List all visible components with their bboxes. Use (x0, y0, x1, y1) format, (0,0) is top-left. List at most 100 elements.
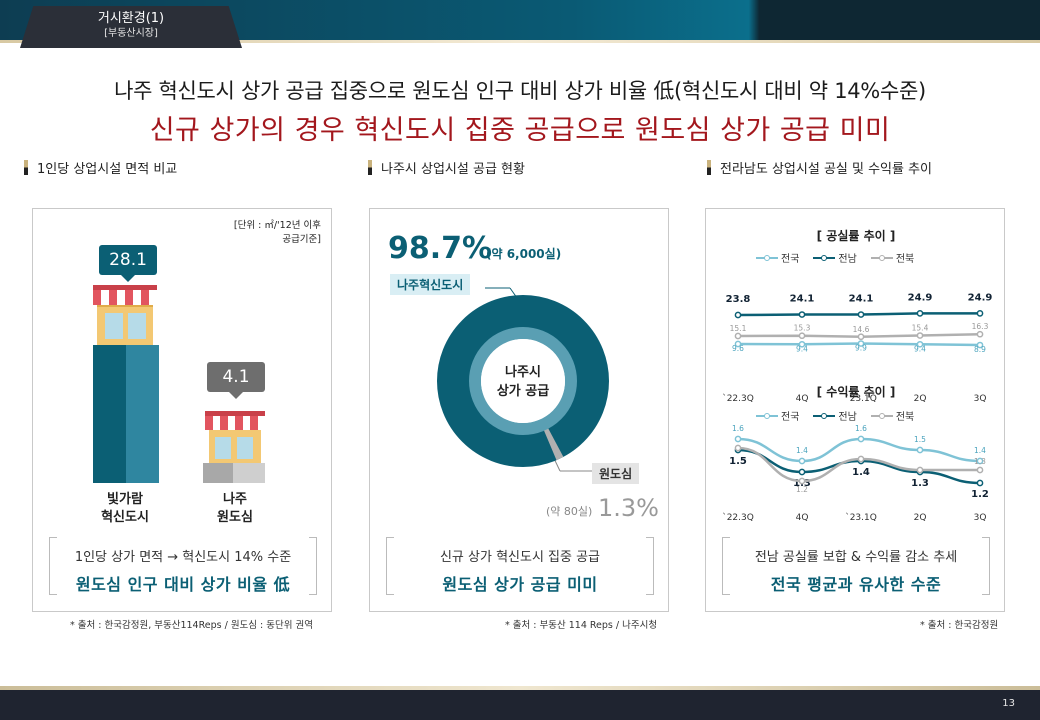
page-number: 13 (1002, 698, 1015, 709)
x-tick-label: 2Q (914, 513, 927, 523)
bar-label-line1: 나주 (223, 492, 247, 507)
legend-label: 전북 (895, 412, 915, 423)
series-point (976, 341, 984, 349)
conclusion-line2: 전국 평균과 유사한 수준 (770, 575, 942, 594)
series-point (976, 466, 984, 474)
series-point (798, 340, 806, 348)
data-label: 15.1 (730, 324, 747, 333)
section-title-text: 나주시 상업시설 공급 현황 (381, 162, 525, 177)
donut-chart (437, 287, 609, 472)
data-label: 24.1 (849, 294, 874, 305)
vacancy-legend: 전국 전남 전북 (756, 250, 914, 265)
section-title-text: 전라남도 상업시설 공실 및 수익률 추이 (720, 162, 933, 177)
panel-vacancy-yield: [ 공실률 추이 ] 전국 전남 전북 `22.3Q 4Q `23.1Q 2Q 3Q 9.… (705, 208, 1005, 612)
section-marker-icon (707, 160, 711, 175)
data-label: 9.4 (796, 344, 808, 353)
donut-inner-ring (469, 327, 577, 435)
series-point (916, 466, 924, 474)
panel-area-comparison: [단위 : ㎡/'12년 이후 공급기준] 28.1 4.1 (32, 208, 332, 612)
donut-segment-old-downtown (437, 295, 609, 467)
conclusion-line1: 전남 공실률 보합 & 수익률 감소 추세 (754, 550, 958, 565)
section-tab-title: 거시환경(1) (97, 11, 165, 26)
yield-chart-title: [ 수익률 추이 ] (816, 385, 896, 399)
series-point (798, 332, 806, 340)
data-label: 24.1 (790, 294, 815, 305)
conclusion-box: 전남 공실률 보합 & 수익률 감소 추세 전국 평균과 유사한 수준 (722, 537, 990, 595)
data-label: 1.3 (911, 478, 929, 489)
legend-item: 전남 (813, 408, 857, 423)
series-point (976, 457, 984, 465)
conclusion-line1: 신규 상가 혁신도시 집중 공급 (439, 550, 601, 565)
bracket-right (982, 537, 990, 595)
yield-legend: 전국 전남 전북 (756, 408, 914, 423)
series-point (734, 332, 742, 340)
data-label: 24.9 (968, 292, 993, 303)
series-point (798, 311, 806, 318)
data-label: 1.3 (974, 457, 986, 466)
series-point (798, 477, 806, 485)
headline-summary: 나주 혁신도시 상가 공급 집중으로 원도심 인구 대비 상가 비율 低(혁신도… (114, 79, 926, 103)
conclusion-line2: 원도심 인구 대비 상가 비율 低 (75, 575, 291, 594)
series-point (857, 333, 865, 341)
bracket-left (722, 537, 730, 595)
value-bubble-old-downtown: 4.1 (207, 362, 265, 399)
shop-icon (93, 285, 157, 345)
series-point (798, 468, 806, 476)
conclusion-line2: 원도심 상가 공급 미미 (442, 575, 598, 594)
conclusion-box: 신규 상가 혁신도시 집중 공급 원도심 상가 공급 미미 (386, 537, 654, 595)
small-percentage: 1.3% (598, 494, 659, 522)
bottom-bar: 13 (0, 690, 1040, 720)
big-percentage-sub: (약 6,000실) (486, 247, 562, 261)
conclusion-box: 1인당 상가 면적 → 혁신도시 14% 수준 원도심 인구 대비 상가 비율 … (49, 537, 317, 595)
series-point (857, 311, 865, 318)
unit-note-line2: 공급기준] (282, 234, 321, 245)
data-label: 1.2 (796, 485, 808, 494)
legend-label: 전남 (838, 254, 857, 265)
series-point (916, 446, 924, 454)
data-label: 15.4 (912, 324, 929, 333)
series-point (916, 309, 924, 317)
series-point (734, 444, 742, 452)
bar-label-old-downtown: 나주 원도심 (195, 491, 275, 527)
headline-key-message: 신규 상가의 경우 혁신도시 집중 공급으로 원도심 상가 공급 미미 (149, 115, 891, 146)
donut-hole (481, 339, 565, 423)
bar-label-line2: 원도심 (217, 510, 253, 525)
section-tab: 거시환경(1) [부동산시장] (20, 6, 242, 48)
x-tick-label: 4Q (796, 513, 809, 523)
area-bar-chart (93, 285, 265, 483)
series-point (976, 309, 984, 317)
bottom-gold-line (0, 686, 1040, 690)
bracket-left (49, 537, 57, 595)
legend-label: 전국 (781, 412, 800, 423)
data-label: 1.6 (855, 425, 867, 433)
x-tick-label: 3Q (974, 394, 987, 404)
data-label: 1.6 (732, 425, 744, 433)
data-label: 1.4 (852, 467, 870, 478)
bar-innovation-city (93, 345, 159, 483)
data-label: 8.9 (974, 345, 986, 354)
source-note-panel3: * 출처 : 한국감정원 (920, 620, 999, 631)
x-tick-label: `23.1Q (845, 393, 877, 404)
source-note-panel1: * 출처 : 한국감정원, 부동산114Reps / 원도심 : 동단위 권역 (70, 620, 314, 631)
legend-item: 전남 (813, 250, 857, 265)
big-percentage: 98.7% (388, 231, 493, 266)
legend-label: 전북 (895, 254, 915, 265)
data-label: 15.3 (794, 324, 811, 333)
data-label: 1.2 (971, 489, 989, 500)
section-title-area-comparison: 1인당 상업시설 면적 비교 (24, 158, 177, 177)
section-marker-icon (368, 160, 372, 175)
series-point (734, 311, 742, 319)
series-point (976, 479, 984, 487)
vacancy-line-chart: `22.3Q 4Q `23.1Q 2Q 3Q 9.6 9.4 9.9 9.4 8.9 23.8 24.… (722, 292, 993, 404)
x-tick-label: 3Q (974, 513, 987, 523)
data-label: 16.3 (972, 322, 989, 331)
donut-center-line1: 나주시 (505, 365, 541, 380)
bar-label-line2: 혁신도시 (101, 510, 149, 525)
conclusion-line1: 1인당 상가 면적 → 혁신도시 14% 수준 (74, 550, 292, 565)
unit-note: [단위 : ㎡/'12년 이후 공급기준] (234, 219, 321, 247)
data-label: 14.6 (853, 325, 870, 334)
series-point (798, 457, 806, 465)
series-point (976, 330, 984, 338)
data-label: 1.4 (974, 446, 986, 455)
legend-item: 전국 (756, 250, 799, 265)
